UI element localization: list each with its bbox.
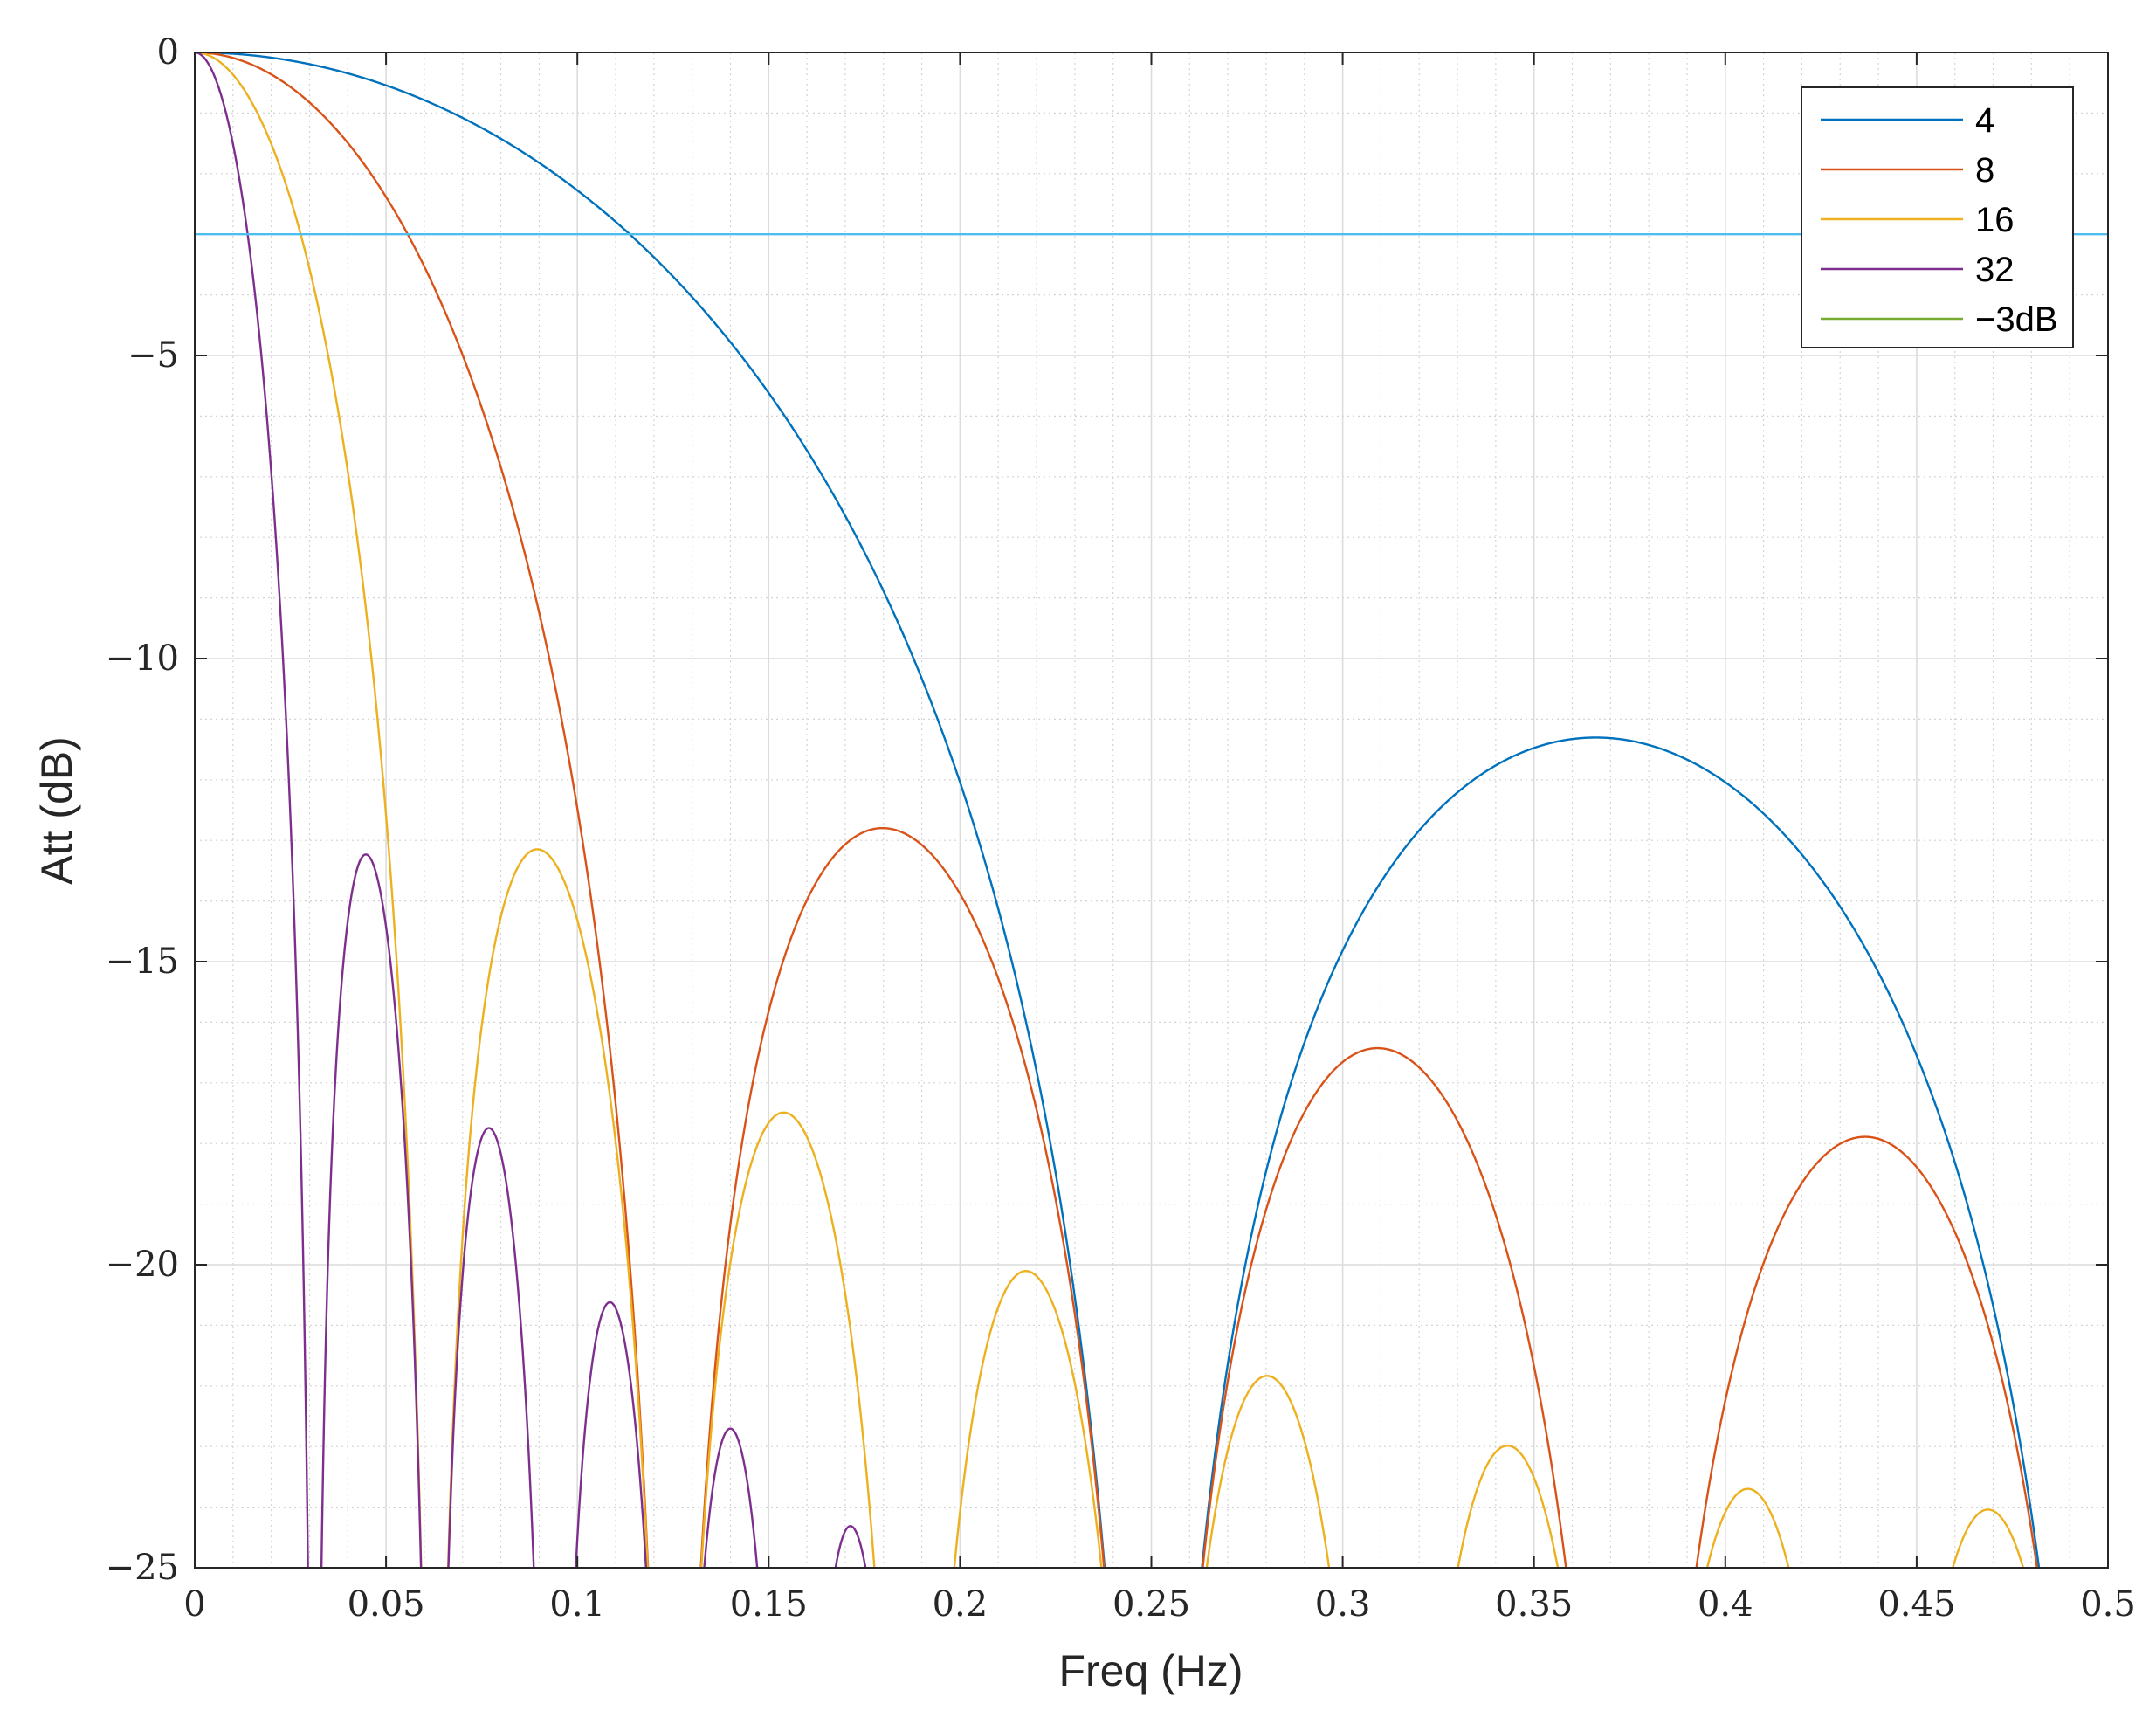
- series-line: [195, 52, 2025, 1568]
- x-tick-label: 0.25: [1112, 1584, 1190, 1625]
- y-tick-label: 0: [157, 32, 179, 72]
- x-tick-label: 0: [183, 1584, 205, 1625]
- y-tick-label: −15: [106, 942, 179, 982]
- minor-grid: [195, 52, 2108, 1568]
- y-tick-labels: 0 −5 −10 −15 −20 −25: [106, 32, 179, 1588]
- legend-label: 4: [1975, 101, 1994, 140]
- series-line: [195, 52, 2041, 1568]
- x-tick-label: 0.15: [730, 1584, 808, 1625]
- x-tick-label: 0.05: [348, 1584, 425, 1625]
- x-tick-label: 0.4: [1698, 1584, 1753, 1625]
- legend-label: −3dB: [1975, 300, 2058, 339]
- x-tick-label: 0.3: [1315, 1584, 1371, 1625]
- x-tick-label: 0.1: [549, 1584, 605, 1625]
- x-tick-label: 0.35: [1495, 1584, 1573, 1625]
- legend: 4 8 16 32 −3dB: [1801, 86, 2074, 348]
- x-axis-label: Freq (Hz): [1058, 1646, 1243, 1695]
- legend-label: 16: [1975, 201, 2015, 239]
- legend-label: 32: [1975, 251, 2015, 289]
- ticks: [194, 52, 2109, 1569]
- y-tick-label: −25: [106, 1548, 179, 1588]
- y-tick-label: −20: [106, 1245, 179, 1285]
- x-tick-labels: 0 0.05 0.1 0.15 0.2 0.25 0.3 0.35 0.4 0.45 0.5: [183, 1584, 2136, 1625]
- series-line: [195, 52, 867, 1568]
- y-axis-label: Att (dB): [32, 736, 81, 884]
- legend-box: [1801, 86, 2074, 348]
- x-tick-label: 0.5: [2080, 1584, 2136, 1625]
- x-tick-label: 0.45: [1877, 1584, 1955, 1625]
- series-line: [195, 52, 2039, 1568]
- legend-label: 8: [1975, 151, 1994, 190]
- y-tick-label: −10: [106, 638, 179, 679]
- y-tick-label: −5: [127, 335, 179, 376]
- series-layer: [195, 52, 2108, 1568]
- x-tick-label: 0.2: [933, 1584, 988, 1625]
